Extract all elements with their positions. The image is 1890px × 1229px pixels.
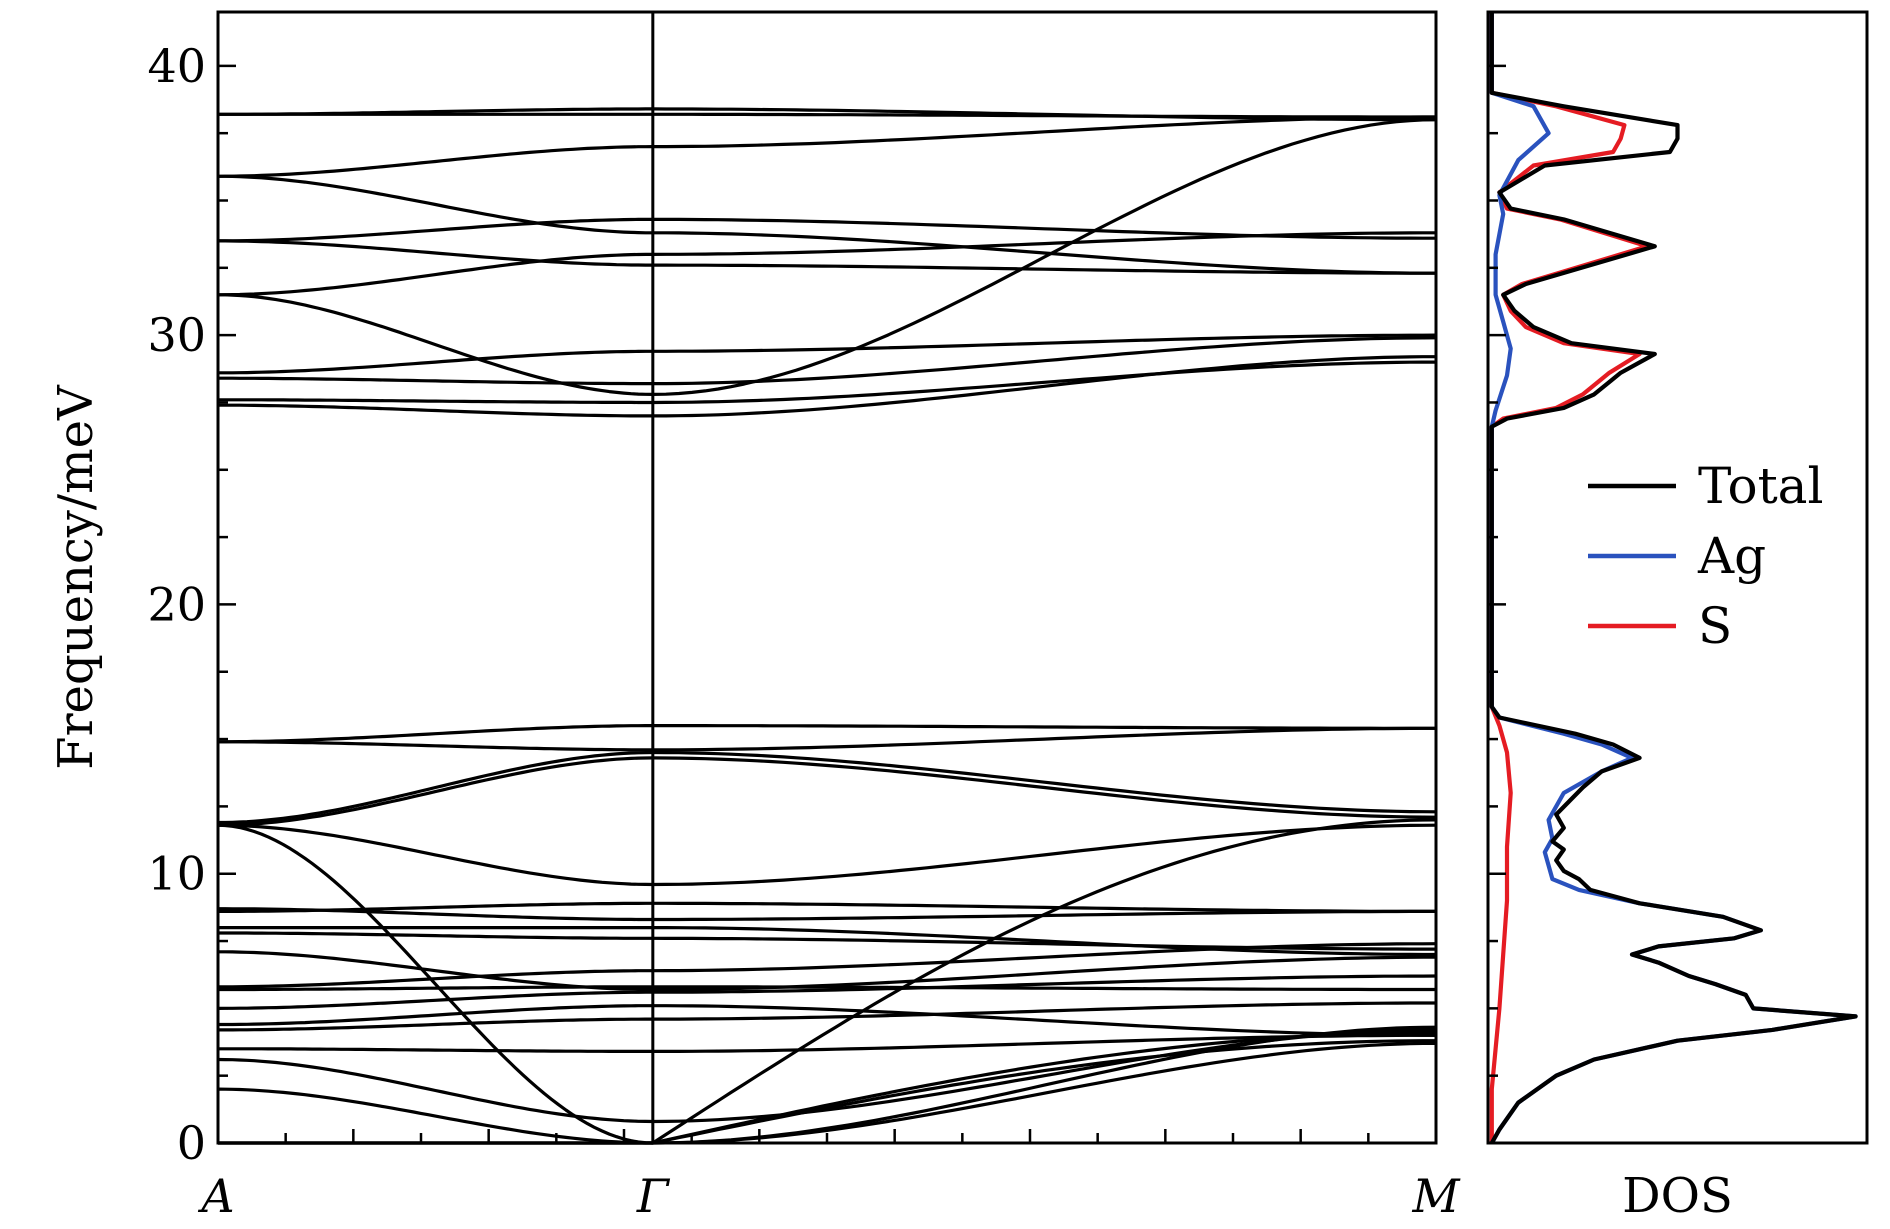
dos-x-axis-title: DOS xyxy=(1622,1168,1733,1224)
phonon-band-23 xyxy=(218,360,1436,405)
phonon-bands xyxy=(217,107,1437,1145)
phonon-band-31 xyxy=(217,115,1436,178)
ytick-label: 20 xyxy=(147,577,206,631)
phonon-band-20 xyxy=(218,726,1436,752)
phonon-band-33 xyxy=(218,112,1436,119)
y-axis-title: Frequency/meV xyxy=(48,384,104,770)
legend-label-s: S xyxy=(1698,597,1732,655)
band-axis-ticks xyxy=(218,64,1370,1145)
kpoint-label: Γ xyxy=(636,1169,671,1223)
dos-curves xyxy=(1489,12,1858,1145)
phonon-band-30 xyxy=(218,174,1436,275)
dos-curve-ag xyxy=(1489,12,1858,1145)
dos-axis-ticks xyxy=(1488,64,1506,1145)
dos-plot-frame xyxy=(1486,10,1869,1145)
ytick-label: 40 xyxy=(147,39,206,93)
phonon-band-26 xyxy=(218,118,1437,396)
kpoint-label: M xyxy=(1411,1169,1461,1223)
ytick-label: 10 xyxy=(147,847,206,901)
dos-curve-total xyxy=(1489,12,1858,1145)
phonon-band-17 xyxy=(217,823,1437,887)
ytick-label: 30 xyxy=(147,308,206,362)
band-ytick-labels: 0 10 20 30 40 xyxy=(147,39,206,1170)
band-structure-panel: 0 10 20 30 40 A Γ M Frequency/meV xyxy=(48,10,1461,1223)
phonon-band-19 xyxy=(218,750,1437,825)
band-plot-frame xyxy=(216,10,1438,1145)
kpoint-label: A xyxy=(197,1169,234,1223)
legend-label-total: Total xyxy=(1698,457,1823,515)
dos-panel: DOS Total Ag S xyxy=(1486,10,1869,1224)
phonon-band-21 xyxy=(218,724,1436,744)
phonon-band-27 xyxy=(217,231,1436,297)
dos-legend: Total Ag S xyxy=(1588,457,1823,655)
ytick-label: 0 xyxy=(177,1116,206,1170)
phonon-band-18 xyxy=(218,756,1437,827)
phonon-band-15 xyxy=(218,901,1436,913)
phonon-band-12 xyxy=(218,950,1436,992)
legend-label-ag: Ag xyxy=(1697,527,1766,585)
